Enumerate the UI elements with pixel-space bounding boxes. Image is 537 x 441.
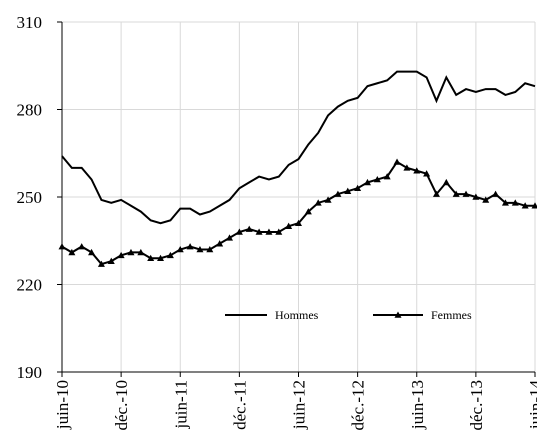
point-marker	[206, 246, 214, 253]
point-marker	[531, 202, 537, 209]
point-marker	[78, 243, 86, 250]
point-marker	[255, 228, 263, 235]
point-marker	[176, 246, 184, 253]
x-tick-label: juin-11	[171, 380, 190, 429]
point-marker	[88, 248, 96, 256]
series-line	[61, 70, 536, 225]
point-marker	[442, 178, 450, 186]
point-marker	[245, 225, 253, 232]
point-marker	[127, 248, 135, 256]
point-marker	[147, 254, 155, 262]
y-tick-label: 280	[17, 101, 43, 120]
point-marker	[393, 158, 401, 165]
point-marker	[521, 202, 529, 209]
point-marker	[226, 234, 234, 241]
point-marker	[462, 190, 470, 197]
point-marker	[452, 190, 460, 197]
point-marker	[383, 173, 391, 180]
x-tick-label: déc.-11	[230, 380, 249, 430]
point-marker	[354, 184, 362, 192]
point-marker	[58, 243, 66, 250]
point-marker	[137, 248, 145, 256]
point-marker	[501, 199, 509, 206]
point-marker	[166, 251, 174, 259]
x-tick-label: juin-10	[53, 380, 72, 430]
point-marker	[432, 190, 440, 197]
x-tick-label: déc.-13	[467, 380, 486, 431]
point-marker	[265, 228, 273, 235]
point-marker	[492, 190, 500, 197]
legend-marker	[394, 311, 402, 318]
y-tick-label: 190	[17, 363, 43, 382]
y-tick-label: 250	[17, 188, 43, 207]
x-tick-label: juin-14	[526, 380, 537, 431]
point-marker	[275, 228, 283, 235]
point-marker	[472, 193, 480, 200]
point-marker	[324, 196, 332, 203]
legend-label: Hommes	[275, 308, 319, 322]
point-marker	[413, 167, 421, 174]
point-marker	[216, 240, 224, 247]
point-marker	[373, 176, 381, 183]
point-marker	[334, 190, 342, 197]
legend-label: Femmes	[431, 308, 472, 322]
point-marker	[235, 228, 243, 235]
x-tick-label: juin-12	[290, 380, 309, 430]
point-marker	[344, 187, 352, 194]
point-marker	[511, 199, 519, 206]
point-marker	[304, 208, 312, 215]
point-marker	[107, 257, 115, 264]
x-tick-label: juin-13	[408, 380, 427, 430]
point-marker	[482, 196, 490, 203]
point-marker	[363, 178, 371, 186]
point-marker	[68, 248, 76, 256]
x-tick-label: déc.-12	[349, 380, 368, 431]
point-marker	[97, 260, 105, 267]
point-marker	[285, 222, 293, 229]
y-tick-label: 310	[17, 13, 43, 32]
point-marker	[186, 243, 194, 250]
x-tick-label: déc.-10	[112, 380, 131, 431]
point-marker	[117, 251, 125, 259]
point-marker	[423, 170, 431, 177]
point-marker	[196, 246, 204, 253]
point-marker	[295, 219, 302, 227]
y-tick-label: 220	[17, 276, 43, 295]
point-marker	[314, 199, 322, 206]
point-marker	[403, 164, 411, 171]
point-marker	[157, 254, 165, 262]
